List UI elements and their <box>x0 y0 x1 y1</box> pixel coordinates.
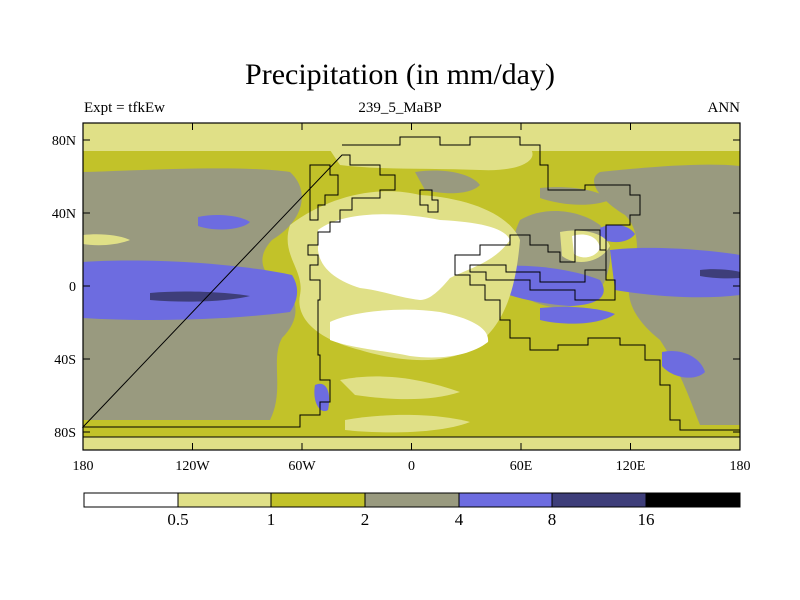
lon-label: 120E <box>616 459 646 474</box>
island-outline-1 <box>309 164 339 221</box>
colorbar-swatch <box>270 492 366 508</box>
continent-outline <box>81 136 740 438</box>
dark-itcz-west <box>150 291 250 302</box>
colorbar-swatch <box>177 492 272 508</box>
island-outline-2 <box>419 189 439 213</box>
colorbar-level-label: 1 <box>267 510 276 529</box>
lon-label: 180 <box>730 459 751 474</box>
light-south-2 <box>345 414 470 433</box>
gray-north-patch <box>415 170 480 194</box>
experiment-subtitle: 239_5_MaBP <box>358 100 442 116</box>
lat-label: 40S <box>54 353 76 368</box>
colorbar-swatch <box>645 492 741 508</box>
colorbar-swatch <box>551 492 647 508</box>
season-label: ANN <box>707 100 741 116</box>
lat-axis: 80N 40N 0 40S 80S <box>52 134 740 441</box>
colorbar-level-label: 0.5 <box>167 510 188 529</box>
lat-label: 40N <box>52 207 76 222</box>
chart-title: Precipitation (in mm/day) <box>245 58 555 91</box>
blue-patch-sw <box>314 383 330 412</box>
dark-itcz-east <box>700 269 740 279</box>
lon-label: 0 <box>408 459 415 474</box>
colorbar-level-label: 2 <box>361 510 370 529</box>
colorbar: 0.5 1 2 4 8 16 <box>83 492 741 529</box>
blue-itcz-west <box>83 260 298 320</box>
lon-label: 60W <box>288 459 316 474</box>
colorbar-swatch <box>458 492 553 508</box>
lat-label: 0 <box>69 280 76 295</box>
precipitation-field <box>83 123 740 450</box>
lon-label: 120W <box>175 459 210 474</box>
blue-tethys-south <box>540 306 615 324</box>
lon-axis: 180 120W 60W 0 60E 120E 180 <box>73 123 751 474</box>
lat-label: 80N <box>52 134 76 149</box>
white-south-interior <box>330 309 489 358</box>
light-patch-w <box>83 234 130 246</box>
lon-label: 60E <box>510 459 533 474</box>
gray-northeast-patch <box>540 187 610 205</box>
colorbar-swatch <box>83 492 179 508</box>
white-patch-ne <box>572 234 600 258</box>
lon-label: 180 <box>73 459 94 474</box>
experiment-label: Expt = tfkEw <box>84 100 165 116</box>
light-south-1 <box>340 376 460 400</box>
light-north <box>330 143 533 171</box>
blue-patch-nw <box>198 214 250 230</box>
white-north-interior <box>318 214 510 300</box>
colorbar-level-label: 4 <box>455 510 464 529</box>
colorbar-level-label: 8 <box>548 510 557 529</box>
colorbar-swatch <box>364 492 460 508</box>
lat-label: 80S <box>54 426 76 441</box>
blue-patch-ne <box>600 224 635 243</box>
blue-itcz-east <box>610 247 740 298</box>
colorbar-level-label: 16 <box>638 510 655 529</box>
blue-patch-se <box>662 350 705 378</box>
